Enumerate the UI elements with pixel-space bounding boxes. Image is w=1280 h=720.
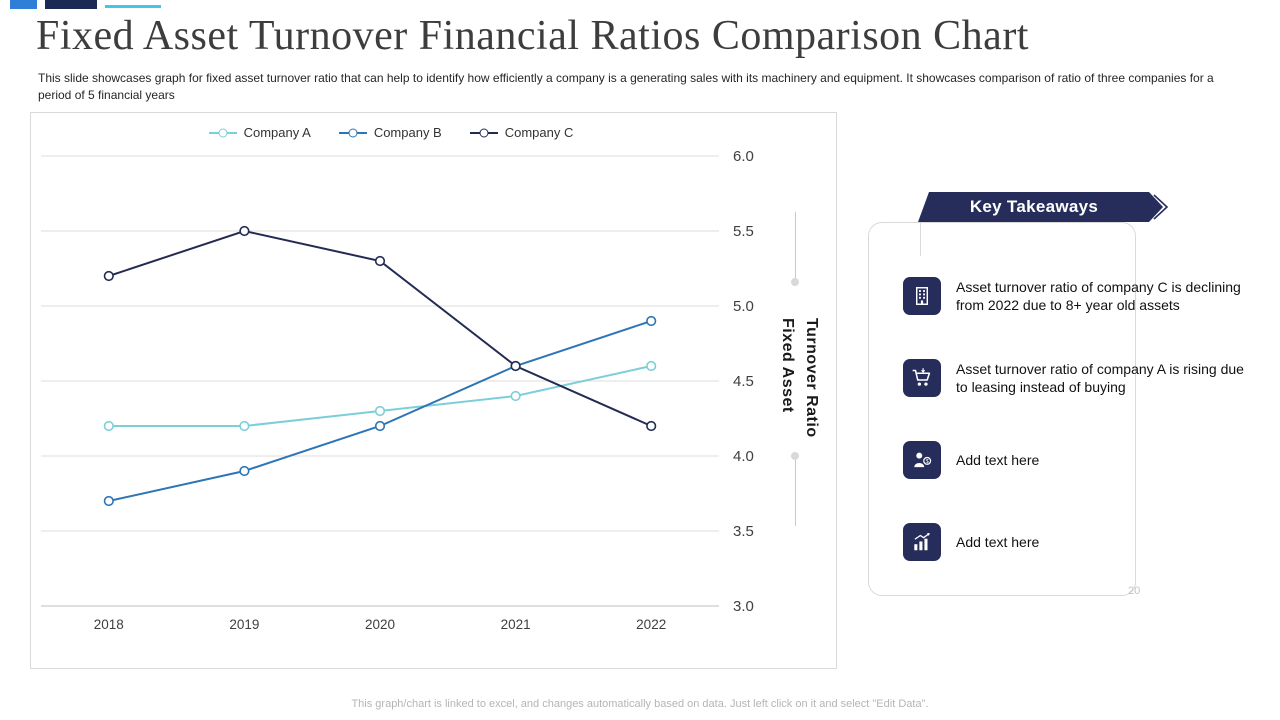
takeaways-list: Asset turnover ratio of company C is dec… <box>903 277 1256 561</box>
legend-marker <box>469 128 498 137</box>
slide-subtitle: This slide showcases graph for fixed ass… <box>38 71 1214 102</box>
connector-dot-top <box>791 278 799 286</box>
chart-card[interactable]: 6.0 5.5 5.0 4.5 4.0 3.5 3.0 2018 2019 2020 2021 202… <box>30 112 837 669</box>
takeaways-stem-line <box>920 222 921 256</box>
legend-item: Company B <box>338 125 442 140</box>
data-point <box>239 225 250 237</box>
y-tick-label: 3.5 <box>733 523 754 540</box>
svg-text:$: $ <box>926 459 929 465</box>
y-axis-title: Fixed Asset Turnover Ratio <box>779 318 820 438</box>
data-point <box>239 465 250 477</box>
legend-label: Company B <box>373 125 442 140</box>
x-tick-label: 2021 <box>501 617 531 632</box>
takeaway-item: Asset turnover ratio of company A is ris… <box>903 359 1256 397</box>
takeaway-text: Add text here <box>956 451 1040 468</box>
key-takeaways-title: Key Takeaways <box>969 197 1099 216</box>
data-point <box>374 420 386 432</box>
page-title: Fixed Asset Turnover Financial Ratios Co… <box>36 13 1029 59</box>
legend-item: Company C <box>469 125 574 140</box>
x-tick-label: 2022 <box>636 617 666 632</box>
building-icon <box>903 277 941 315</box>
data-point <box>374 255 386 267</box>
footer-note: This graph/chart is linked to excel, and… <box>351 698 929 710</box>
connector-line-bottom <box>795 460 796 526</box>
takeaway-text: Asset turnover ratio of company C is dec… <box>956 278 1241 313</box>
data-point <box>103 495 114 507</box>
x-tick-label: 2018 <box>94 617 124 632</box>
y-tick-label: 6.0 <box>733 148 754 165</box>
chart-legend: Company A Company B Company C <box>31 125 751 140</box>
takeaway-text: Add text here <box>956 533 1040 550</box>
line-chart: 6.0 5.5 5.0 4.5 4.0 3.5 3.0 2018 2019 2020 2021 202… <box>41 148 754 632</box>
deco-bar-navy <box>45 0 97 9</box>
deco-bar-cyan <box>105 5 161 8</box>
key-takeaways-panel: Asset turnover ratio of company C is dec… <box>868 222 1244 596</box>
takeaway-item: Asset turnover ratio of company C is dec… <box>903 277 1256 315</box>
y-tick-label: 4.0 <box>733 448 754 465</box>
banner-shape <box>918 192 1169 222</box>
y-tick-label: 3.0 <box>733 598 754 615</box>
takeaway-item: Add text here <box>903 523 1256 561</box>
data-point <box>646 420 657 432</box>
data-point <box>103 420 114 432</box>
connector-line-top <box>795 212 796 278</box>
takeaway-item: $ Add text here <box>903 441 1256 479</box>
data-point <box>510 360 521 372</box>
takeaway-text: Asset turnover ratio of company A is ris… <box>956 360 1244 395</box>
data-point <box>646 315 657 327</box>
data-point <box>239 420 250 432</box>
legend-marker-dot <box>348 128 358 137</box>
legend-item: Company A <box>208 125 311 140</box>
data-point <box>510 390 521 402</box>
slide-number: 20 <box>1128 585 1141 597</box>
key-takeaways-banner: Key Takeaways <box>918 192 1170 222</box>
legend-marker-dot <box>479 128 489 137</box>
x-tick-label: 2020 <box>365 617 395 632</box>
legend-marker <box>338 128 367 137</box>
legend-label: Company C <box>504 125 574 140</box>
data-point <box>374 405 386 417</box>
cart-icon <box>903 359 941 397</box>
y-tick-label: 5.5 <box>733 223 754 240</box>
data-point <box>646 360 657 372</box>
bar-chart-icon <box>903 523 941 561</box>
deco-bar-blue <box>10 0 37 9</box>
connector-dot-bottom <box>791 452 799 460</box>
legend-marker-dot <box>218 128 228 137</box>
data-point <box>103 270 114 282</box>
y-tick-label: 5.0 <box>733 298 754 315</box>
x-tick-label: 2019 <box>229 617 259 632</box>
legend-label: Company A <box>243 125 311 140</box>
legend-marker <box>208 128 237 137</box>
series-line-company-a <box>108 365 652 427</box>
y-tick-label: 4.5 <box>733 373 754 390</box>
people-money-icon: $ <box>903 441 941 479</box>
